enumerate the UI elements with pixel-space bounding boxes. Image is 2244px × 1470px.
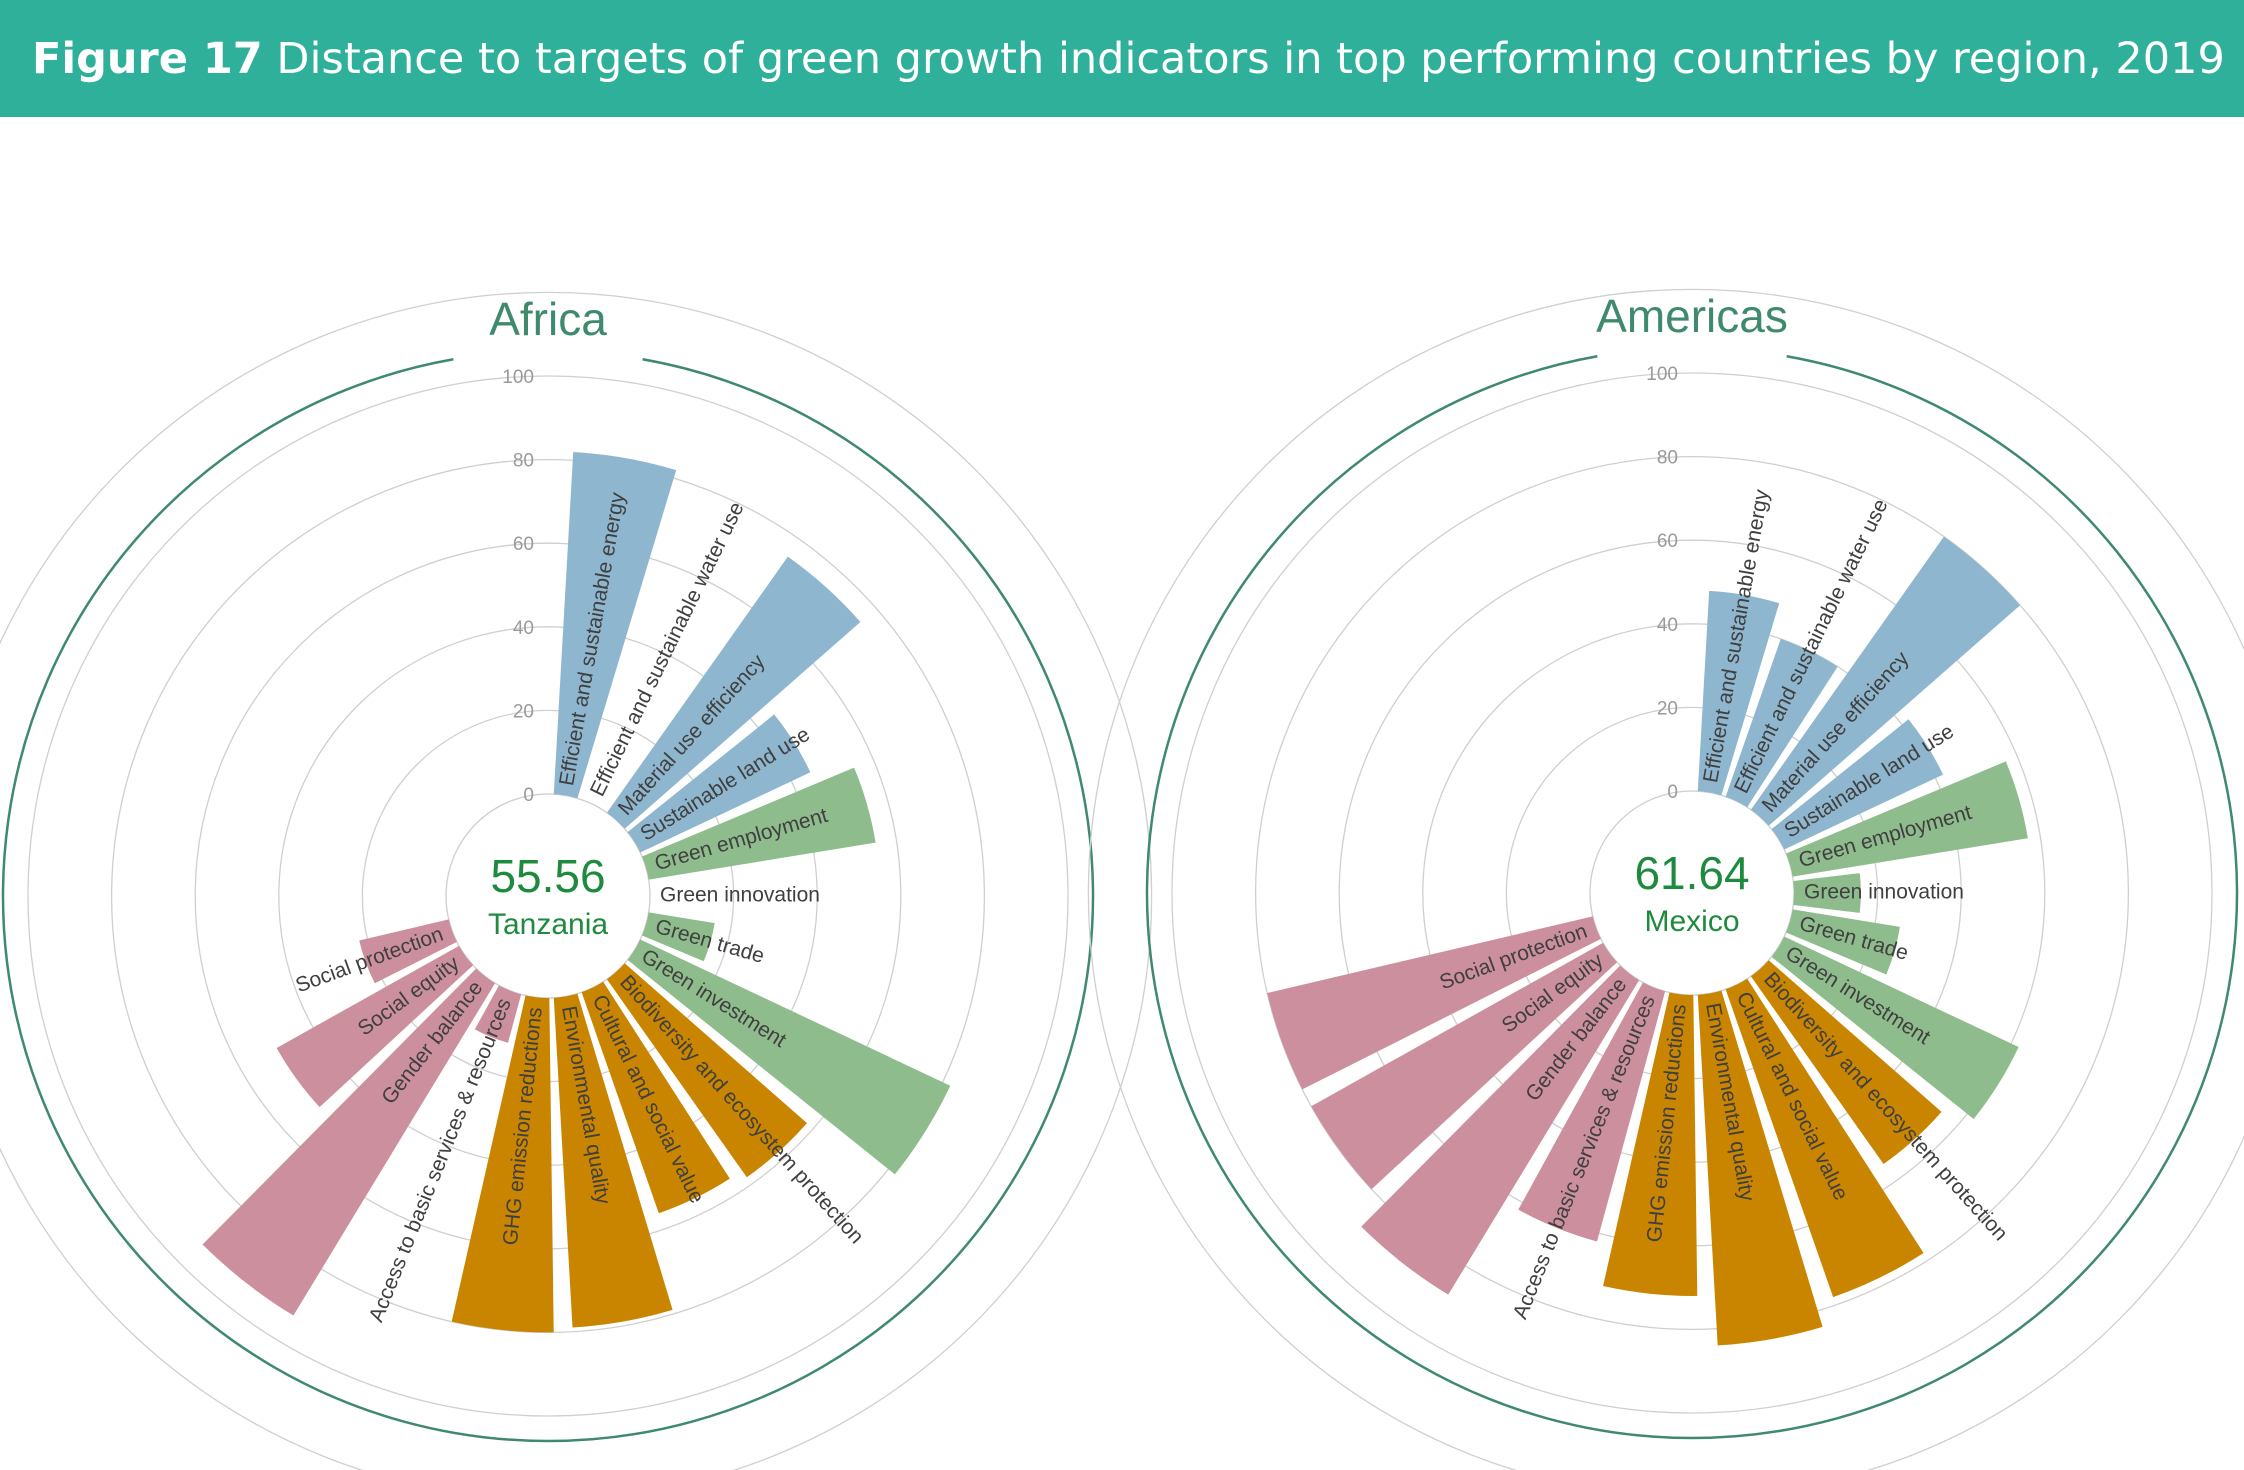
bar — [581, 981, 730, 1214]
grid-circle — [1087, 288, 2244, 1470]
region-title: Americas — [1596, 290, 1788, 342]
bar — [1750, 960, 1942, 1165]
tick-label: 60 — [513, 534, 534, 555]
figure-title-text: Distance to targets of green growth indi… — [276, 33, 2225, 84]
figure-header: Figure 17 Distance to targets of green g… — [0, 0, 2244, 117]
bar — [1361, 965, 1640, 1295]
bar — [553, 451, 677, 799]
tick-label: 0 — [523, 785, 534, 806]
bar — [202, 968, 496, 1316]
bar — [276, 945, 474, 1108]
tick-label: 60 — [1657, 531, 1678, 552]
tick-label: 40 — [513, 618, 534, 639]
bar — [627, 714, 811, 853]
bar — [451, 995, 554, 1333]
bar — [359, 919, 457, 984]
tick-label: 100 — [1646, 364, 1678, 385]
bar — [627, 939, 951, 1175]
region-title: Africa — [489, 293, 607, 345]
bar — [1603, 992, 1698, 1296]
bar — [642, 912, 715, 962]
outer-circle — [1, 358, 1095, 1443]
bar — [606, 963, 807, 1178]
center-score: 55.56 — [490, 850, 605, 902]
bar — [1311, 942, 1618, 1190]
figure-title: Figure 17 Distance to targets of green g… — [32, 34, 2225, 84]
bar — [1697, 590, 1780, 796]
center-country: Tanzania — [488, 908, 608, 941]
tick-label: 40 — [1657, 615, 1678, 636]
bar — [1786, 909, 1900, 975]
bar — [1697, 990, 1823, 1346]
bar — [1725, 638, 1838, 808]
center-country: Mexico — [1644, 905, 1739, 938]
bar — [474, 985, 522, 1043]
tick-label: 0 — [1667, 782, 1678, 803]
bar — [1771, 936, 2019, 1120]
tick-label: 100 — [502, 367, 534, 388]
grid-circle — [110, 458, 986, 1334]
tick-label: 20 — [1657, 698, 1678, 719]
grid-circle — [1171, 372, 2213, 1414]
bar — [606, 556, 861, 829]
grid-circle — [0, 291, 1153, 1470]
bar — [1518, 982, 1666, 1242]
bar — [1267, 916, 1601, 1090]
tick-label: 20 — [513, 701, 534, 722]
bar — [1793, 873, 1861, 913]
bar — [553, 993, 673, 1328]
bar-label: Green innovation — [1804, 881, 1964, 904]
tick-label: 80 — [513, 451, 534, 472]
grid-circle — [1254, 455, 2130, 1331]
bar — [642, 767, 876, 880]
tick-label: 80 — [1657, 448, 1678, 469]
grid-circle — [27, 375, 1069, 1417]
figure-label: Figure 17 — [32, 33, 263, 84]
bar — [1750, 536, 2021, 826]
center-score: 61.64 — [1634, 847, 1749, 899]
bar-label: Green innovation — [660, 884, 820, 907]
bar — [1786, 761, 2028, 877]
outer-circle — [1145, 355, 2239, 1440]
bar — [1771, 719, 1944, 850]
bar — [1725, 978, 1924, 1298]
